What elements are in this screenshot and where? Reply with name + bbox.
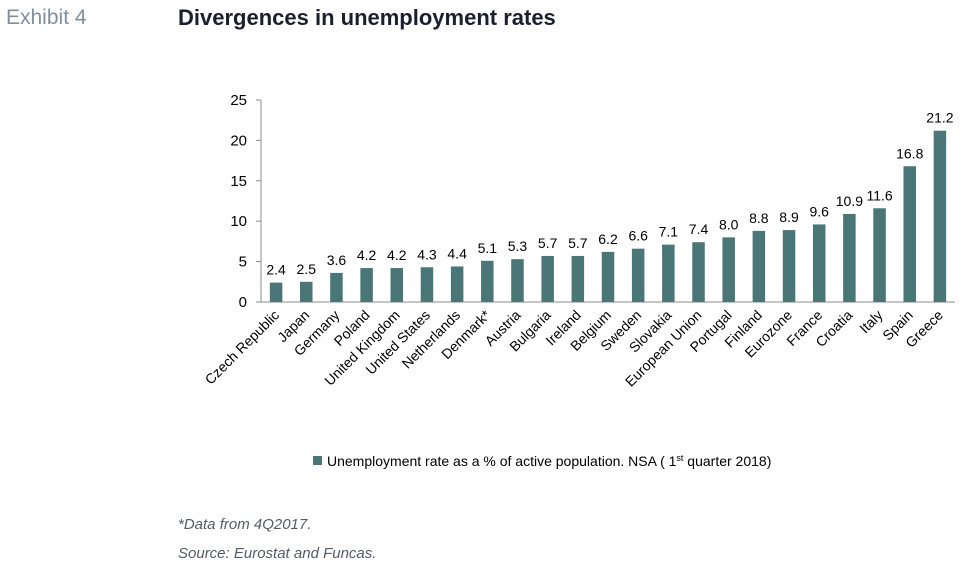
bar [843, 213, 856, 302]
data-label: 7.4 [689, 221, 709, 237]
legend-label: Unemployment rate as a % of active popul… [327, 453, 771, 469]
legend-text-main: Unemployment rate as a % of active popul… [327, 453, 677, 469]
data-label: 5.7 [538, 235, 558, 251]
bar [782, 230, 796, 302]
data-label: 4.2 [387, 247, 407, 263]
bar [481, 260, 494, 302]
bar [631, 248, 645, 302]
data-label: 6.6 [628, 228, 648, 244]
data-label: 8.8 [749, 210, 769, 226]
y-tick-label: 20 [230, 132, 247, 149]
data-label: 4.4 [447, 245, 467, 261]
data-label: 4.2 [357, 247, 377, 263]
data-label: 2.5 [297, 261, 317, 277]
data-label: 3.6 [327, 252, 347, 268]
bar [571, 255, 585, 302]
legend: Unemployment rate as a % of active popul… [313, 453, 771, 469]
bar [722, 237, 735, 302]
legend-text-end: quarter 2018) [683, 453, 771, 469]
bar [812, 224, 826, 302]
data-label: 5.1 [478, 240, 498, 256]
data-label: 4.3 [417, 246, 437, 262]
bar [662, 244, 675, 302]
legend-text-superscript: st [676, 453, 684, 463]
bar [692, 242, 705, 302]
y-tick-label: 10 [230, 213, 247, 230]
data-label: 8.0 [719, 216, 739, 232]
bar [360, 268, 373, 302]
bar [541, 255, 554, 302]
data-label: 21.2 [926, 110, 953, 126]
bar [269, 282, 283, 302]
exhibit-label: Exhibit 4 [6, 6, 87, 29]
data-label: 2.4 [266, 262, 286, 278]
data-footnote: *Data from 4Q2017. [178, 516, 312, 533]
data-label: 9.6 [809, 203, 829, 219]
source-note: Source: Eurostat and Funcas. [178, 545, 377, 562]
bar [300, 281, 313, 302]
y-tick-label: 0 [239, 294, 247, 311]
bar [390, 268, 404, 302]
bar [330, 272, 343, 302]
data-label: 5.3 [508, 238, 528, 254]
data-label: 7.1 [659, 224, 679, 240]
y-tick-label: 25 [230, 92, 247, 109]
data-label: 10.9 [836, 193, 863, 209]
bar-chart: 0 5 10 15 20 25 2.4 2.5 3.6 4.2 4.2 4.3 4.4 5.1 5.3 5.… [202, 92, 955, 469]
x-tick-label: Czech Republic [202, 307, 283, 388]
data-label: 11.6 [866, 187, 892, 203]
y-tick-label: 5 [239, 254, 247, 271]
data-labels: 2.4 2.5 3.6 4.2 4.2 4.3 4.4 5.1 5.3 5.7 5.7 6.2 6.6 7… [266, 110, 953, 278]
data-label: 16.8 [896, 145, 923, 161]
bar [903, 166, 916, 302]
bar [450, 266, 464, 302]
bar [752, 230, 766, 302]
bar [511, 259, 524, 302]
data-label: 8.9 [779, 209, 799, 225]
bar [601, 251, 615, 302]
bar [420, 267, 434, 302]
chart-title: Divergences in unemployment rates [178, 5, 556, 30]
y-tick-label: 15 [230, 173, 247, 190]
data-label: 5.7 [568, 235, 588, 251]
bar [873, 208, 886, 302]
bar [933, 130, 947, 302]
bars [269, 130, 947, 302]
data-label: 6.2 [598, 231, 618, 247]
legend-swatch [313, 456, 322, 465]
